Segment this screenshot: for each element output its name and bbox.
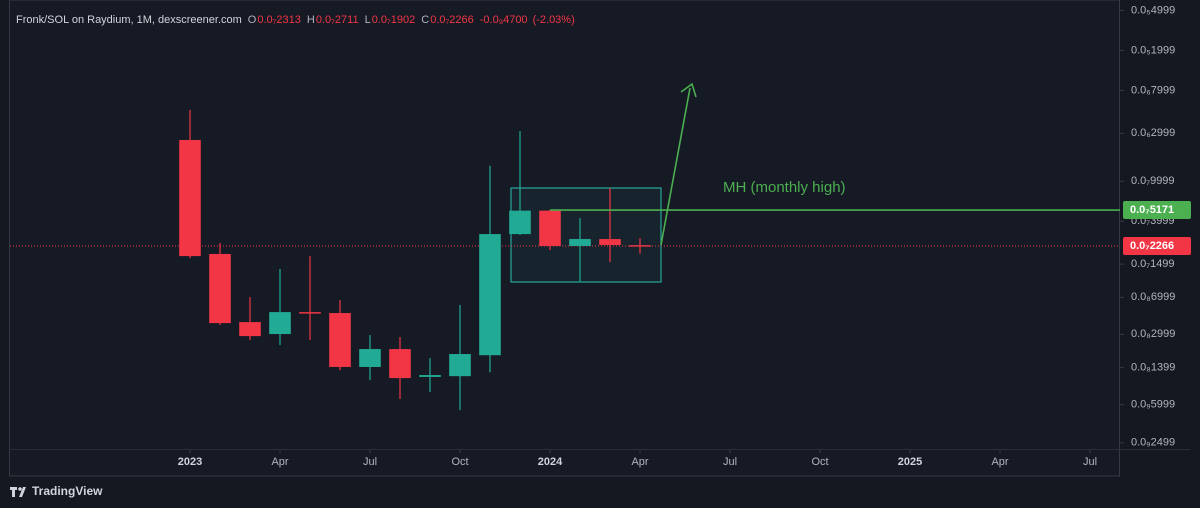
change-percent: (-2.03%) [532,14,575,26]
y-tick-label: 0.0₈2999 [1131,328,1175,340]
y-tick-label: 0.0₇1499 [1131,258,1175,270]
ohlc-value: 0.0₇2266 [430,14,474,26]
y-tick-label: 0.0₈6999 [1131,291,1175,303]
ohlc-name: C [421,14,430,26]
y-tick-label: 0.0₈1399 [1131,362,1175,374]
x-tick-label: Oct [451,456,468,468]
logo-icon [10,487,26,497]
candle-body [419,375,441,377]
x-tick-label: Jul [363,456,377,468]
x-tick-label: Apr [271,456,288,468]
ohlc-value: 0.0₇1902 [371,14,416,26]
candle-body [389,349,411,379]
x-tick-label: 2025 [898,456,922,468]
candle-body [179,140,201,257]
candle-body [569,239,591,246]
change-value: -0.0₉4700 [479,14,528,26]
ohlc-name: L [364,14,371,26]
ohlc-name: H [306,14,315,26]
y-tick-label: 0.0₉2499 [1131,437,1175,449]
ohlc-value: 0.0₇2313 [257,14,301,26]
x-tick-label: Oct [811,456,828,468]
ohlc-name: O [247,14,257,26]
y-tick-label: 0.0₉5999 [1131,398,1175,410]
candle-body [239,322,261,337]
candle-body [479,234,501,356]
x-tick-label: Jul [1083,456,1097,468]
mh-price-badge [1123,201,1191,220]
legend-header: Fronk/SOL on Raydium, 1M, dexscreener.co… [16,14,576,26]
breakout-arrow [660,82,697,246]
candle-body [599,239,621,246]
candle-body [329,313,351,367]
x-tick-label: Apr [631,456,648,468]
y-tick-label: 0.0₅4999 [1131,4,1175,16]
candle-body [449,354,471,377]
footer: TradingView [10,484,102,498]
symbol-title: Fronk/SOL on Raydium, 1M, dexscreener.co… [16,14,242,26]
logo-text: TradingView [32,484,103,498]
x-tick-label: Jul [723,456,737,468]
candle-body [539,210,561,246]
last-price-label: 0.0₇2266 [1130,240,1174,252]
x-tick-label: 2023 [178,456,202,468]
x-tick-label: Apr [991,456,1008,468]
candle-body [269,312,291,335]
last-price-badge [1123,237,1191,256]
mh-annotation: MH (monthly high) [723,179,846,196]
candle-body [509,210,531,235]
candle-body [359,349,381,367]
y-tick-label: 0.0₆7999 [1131,84,1175,96]
candle-body [629,245,651,247]
x-tick-label: 2024 [538,456,563,468]
ohlc-value: 0.0₇2711 [315,14,359,26]
candle-body [209,253,231,324]
range-box [510,187,662,283]
y-tick-label: 0.0₆2999 [1131,127,1175,139]
candle-body [299,312,321,314]
y-tick-label: 0.0₇9999 [1131,175,1175,187]
mh-price-label: 0.0₇5171 [1130,204,1174,216]
y-tick-label: 0.0₅1999 [1131,44,1175,56]
